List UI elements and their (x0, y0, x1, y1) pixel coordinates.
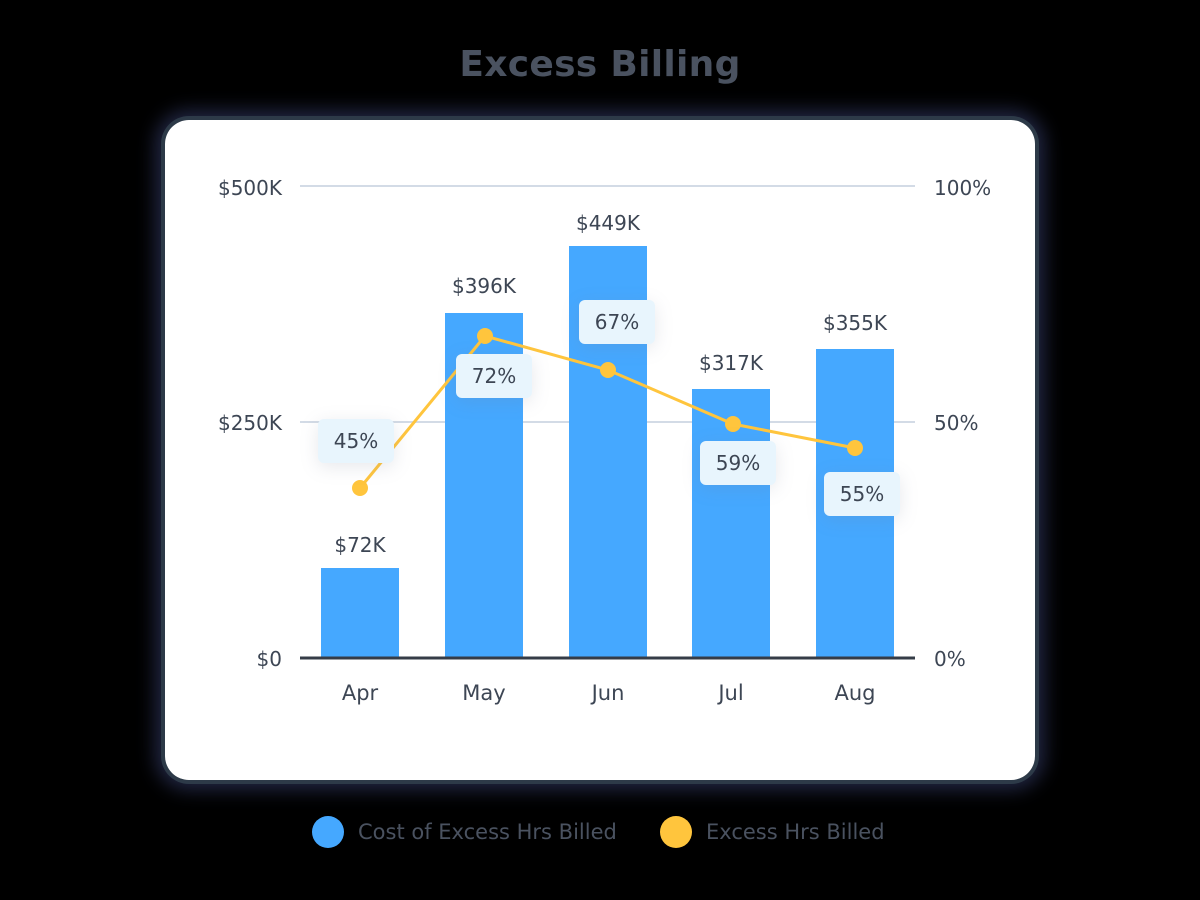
legend-swatch-yellow-icon (660, 816, 692, 848)
point-label-aug: 55% (824, 472, 900, 516)
y-tick-right-50: 50% (934, 411, 979, 435)
legend-label-cost: Cost of Excess Hrs Billed (358, 820, 617, 844)
point-label-may: 72% (456, 354, 532, 398)
y-tick-right-0: 0% (934, 647, 966, 671)
bar-label-jun: $449K (575, 211, 640, 235)
bar-label-aug: $355K (822, 311, 887, 335)
chart-title: Excess Billing (459, 44, 741, 85)
bar-jul[interactable] (692, 389, 770, 658)
bar-apr[interactable] (321, 568, 399, 658)
point-jul[interactable] (725, 416, 741, 432)
point-aug[interactable] (847, 440, 863, 456)
point-label-apr: 45% (318, 419, 394, 463)
legend-swatch-blue-icon (312, 816, 344, 848)
point-jun[interactable] (600, 362, 616, 378)
legend-item-hrs[interactable]: Excess Hrs Billed (660, 816, 885, 848)
point-label-jul: 59% (700, 441, 776, 485)
x-tick-jun: Jun (591, 681, 625, 705)
point-may[interactable] (477, 328, 493, 344)
x-tick-apr: Apr (341, 681, 379, 705)
y-tick-left-250k: $250K (217, 411, 282, 435)
y-tick-right-100: 100% (934, 176, 992, 200)
x-tick-may: May (462, 681, 506, 705)
bar-label-apr: $72K (334, 533, 386, 557)
legend-item-cost[interactable]: Cost of Excess Hrs Billed (312, 816, 617, 848)
point-apr[interactable] (352, 480, 368, 496)
legend: Cost of Excess Hrs Billed Excess Hrs Bil… (0, 813, 1200, 853)
x-tick-aug: Aug (834, 681, 876, 705)
legend-label-hrs: Excess Hrs Billed (706, 820, 885, 844)
bar-label-may: $396K (451, 274, 516, 298)
bar-label-jul: $317K (698, 351, 763, 375)
y-tick-left-500k: $500K (217, 176, 282, 200)
point-label-jun: 67% (579, 300, 655, 344)
y-tick-left-0: $0 (256, 647, 282, 671)
x-tick-jul: Jul (718, 681, 744, 705)
